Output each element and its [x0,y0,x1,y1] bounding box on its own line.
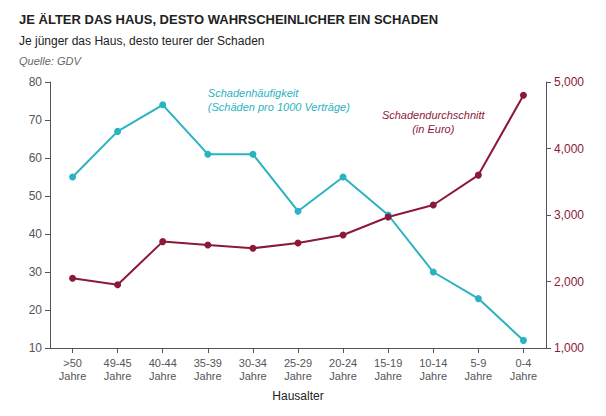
svg-text:20-24: 20-24 [329,357,357,369]
svg-text:Jahre: Jahre [194,370,222,382]
svg-text:25-29: 25-29 [284,357,312,369]
svg-text:Quelle: GDV: Quelle: GDV [19,55,82,67]
svg-text:70: 70 [29,113,43,127]
svg-text:5-9: 5-9 [470,357,486,369]
svg-text:Je jünger das Haus, desto teur: Je jünger das Haus, desto teurer der Sch… [19,34,264,48]
svg-text:Schadendurchschnitt: Schadendurchschnitt [382,109,486,121]
svg-text:(Schäden pro 1000 Verträge): (Schäden pro 1000 Verträge) [208,101,350,113]
svg-text:Hausalter: Hausalter [272,389,323,403]
svg-text:4,000: 4,000 [554,142,584,156]
svg-text:30: 30 [29,265,43,279]
svg-text:49-45: 49-45 [104,357,132,369]
svg-text:2,000: 2,000 [554,275,584,289]
svg-text:Jahre: Jahre [329,370,357,382]
svg-text:20: 20 [29,303,43,317]
svg-text:JE ÄLTER DAS HAUS, DESTO WAHRS: JE ÄLTER DAS HAUS, DESTO WAHRSCHEINLICHE… [19,12,438,27]
svg-text:Jahre: Jahre [420,370,448,382]
svg-text:10-14: 10-14 [419,357,447,369]
svg-text:35-39: 35-39 [194,357,222,369]
svg-text:3,000: 3,000 [554,208,584,222]
svg-text:80: 80 [29,75,43,89]
svg-text:60: 60 [29,151,43,165]
svg-text:10: 10 [29,341,43,355]
svg-text:(in Euro): (in Euro) [412,123,455,135]
svg-text:Schadenhäufigkeit: Schadenhäufigkeit [208,87,299,99]
svg-text:40-44: 40-44 [149,357,177,369]
svg-text:Jahre: Jahre [284,370,312,382]
svg-text:Jahre: Jahre [104,370,132,382]
svg-text:Jahre: Jahre [59,370,87,382]
svg-text:Jahre: Jahre [239,370,267,382]
svg-text:Jahre: Jahre [149,370,177,382]
svg-text:40: 40 [29,227,43,241]
svg-text:Jahre: Jahre [465,370,493,382]
svg-text:5,000: 5,000 [554,75,584,89]
svg-text:0-4: 0-4 [516,357,532,369]
svg-text:50: 50 [29,189,43,203]
svg-text:Jahre: Jahre [510,370,538,382]
svg-text:15-19: 15-19 [374,357,402,369]
svg-text:Jahre: Jahre [374,370,402,382]
svg-text:1,000: 1,000 [554,341,584,355]
svg-text:>50: >50 [63,357,82,369]
svg-text:30-34: 30-34 [239,357,267,369]
